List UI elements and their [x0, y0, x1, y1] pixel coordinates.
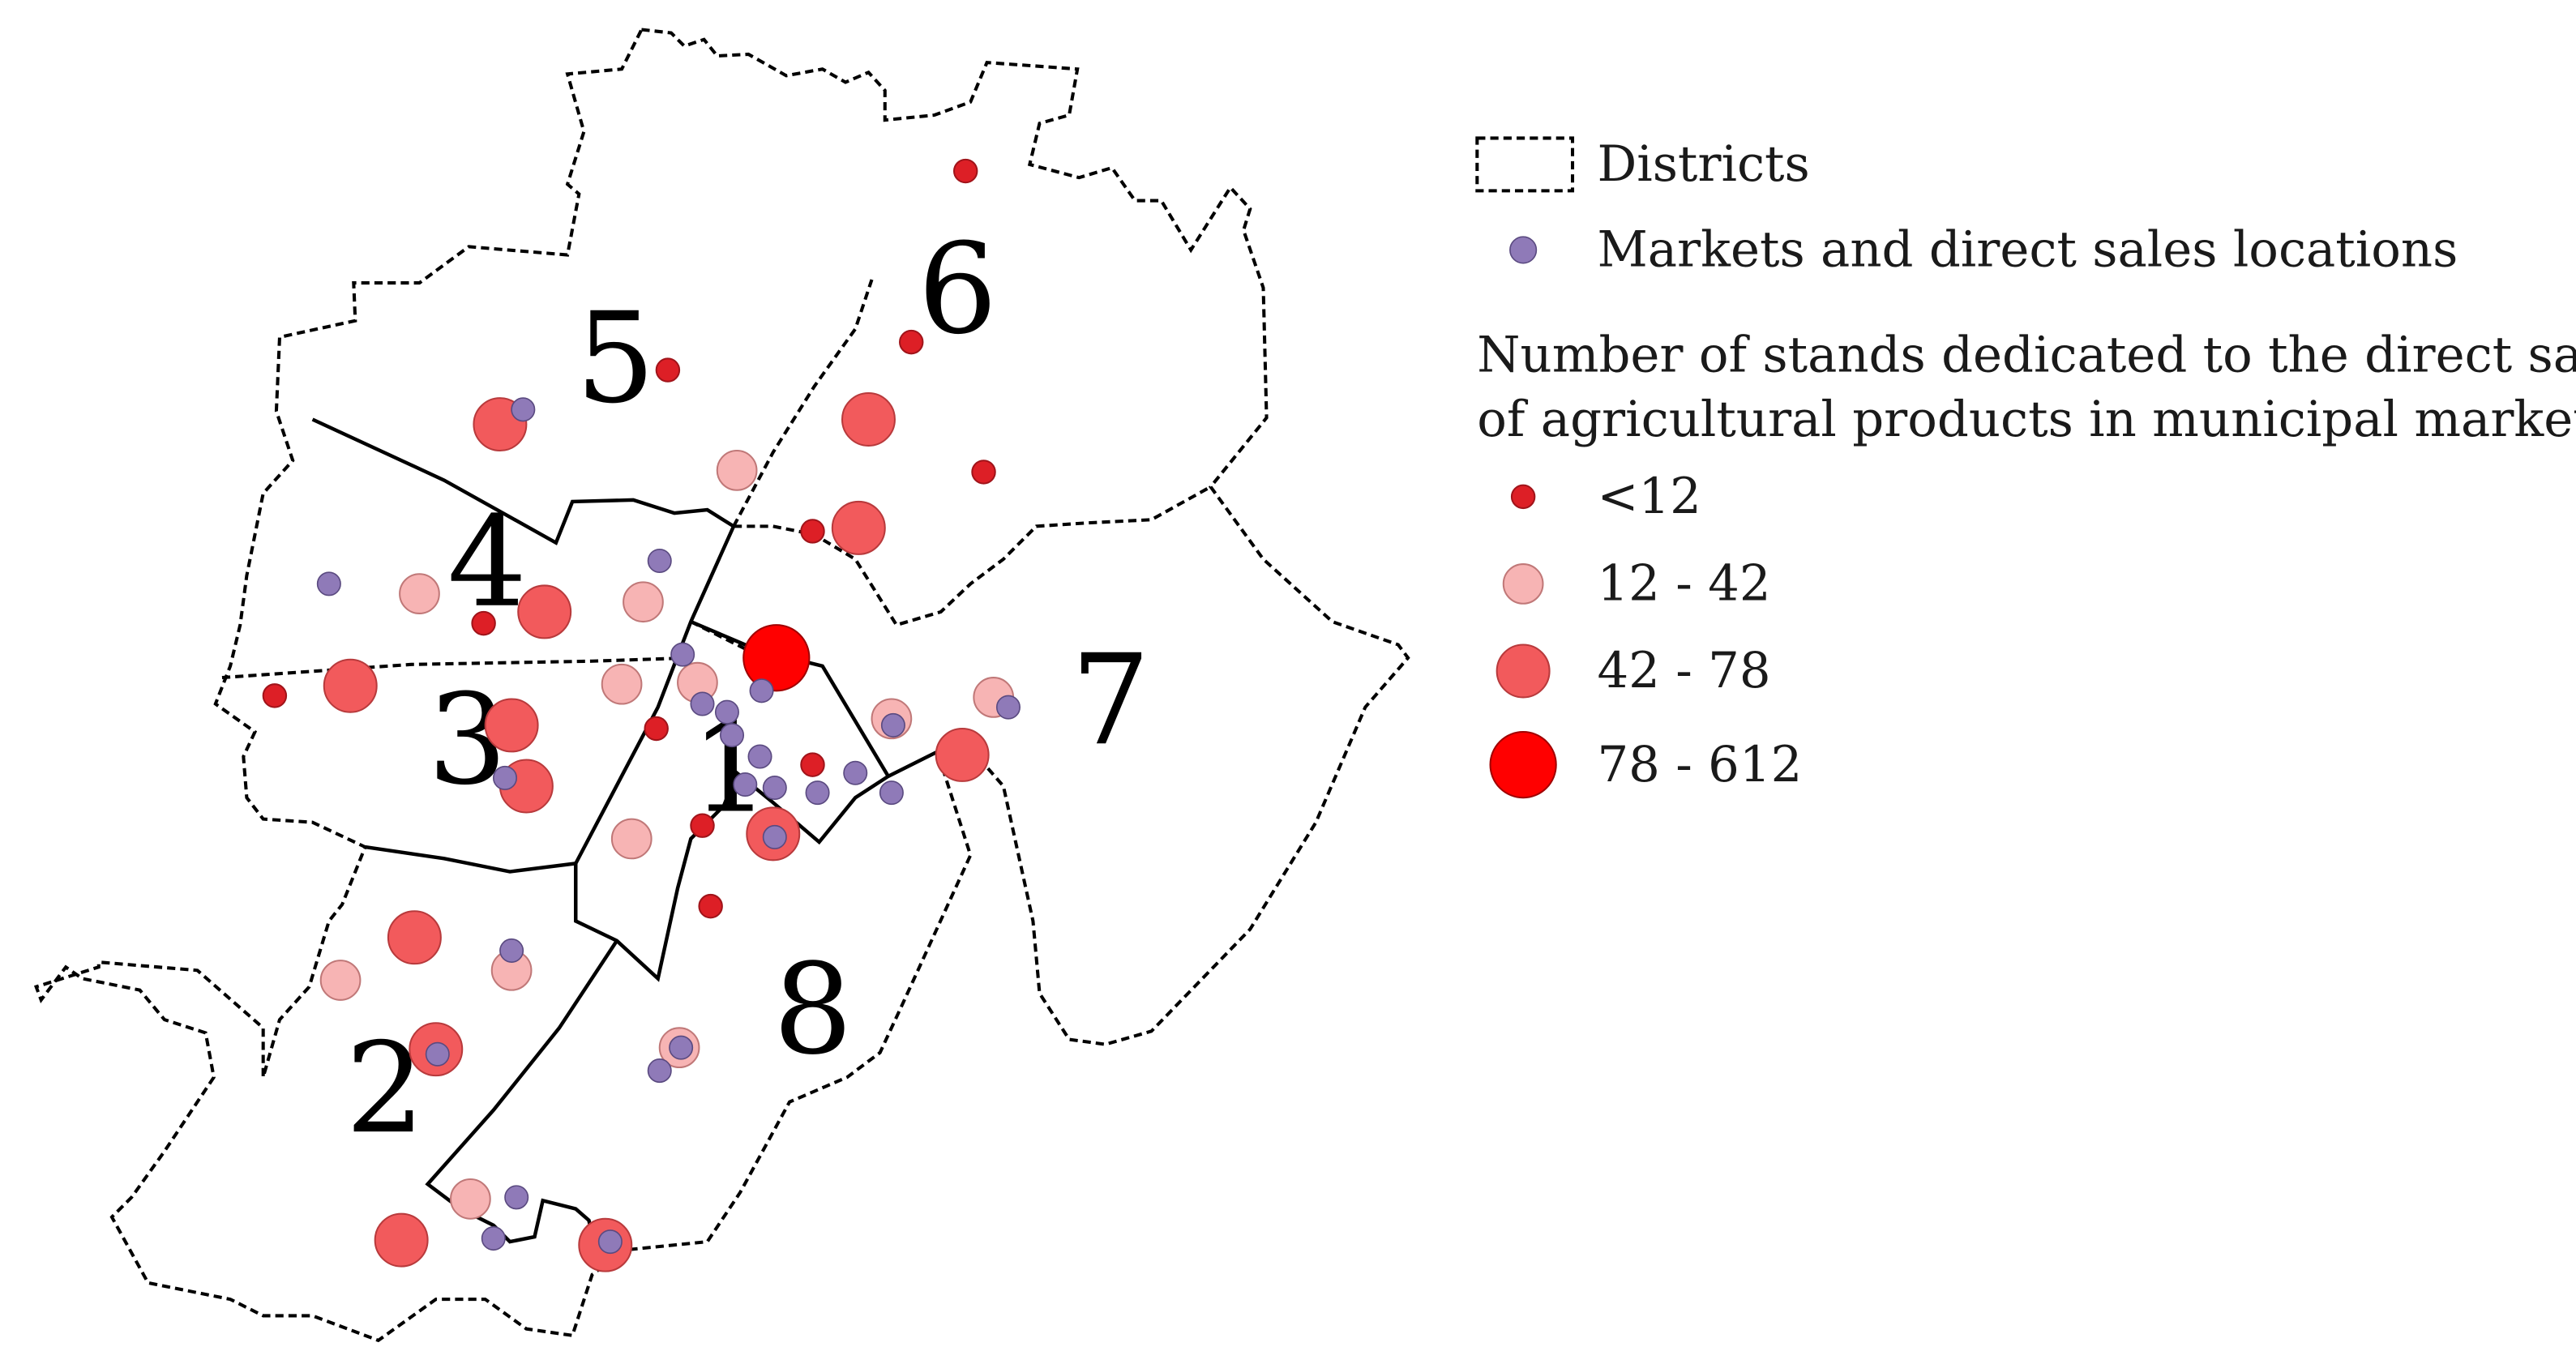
market-marker: [481, 1226, 506, 1251]
city-boundary: [33, 28, 1410, 1343]
market-marker: [880, 712, 905, 738]
market-marker: [425, 1041, 450, 1067]
stand-marker: [517, 584, 572, 639]
stand-marker: [484, 698, 539, 753]
stand-marker: [323, 658, 378, 713]
market-marker: [647, 1058, 672, 1084]
market-marker: [762, 824, 787, 849]
market-marker: [316, 571, 341, 596]
legend-markets-swatch: [1509, 236, 1538, 264]
stand-marker: [716, 450, 758, 491]
legend-class-swatch: [1489, 731, 1557, 799]
stand-marker: [841, 391, 896, 447]
legend-districts-label: Districts: [1597, 135, 1809, 193]
legend-class-swatch: [1510, 484, 1536, 510]
market-marker: [879, 780, 904, 806]
market-marker: [762, 776, 787, 801]
legend-class-label: 42 - 78: [1597, 642, 1770, 699]
market-marker: [669, 1035, 694, 1060]
stand-marker: [319, 960, 362, 1001]
legend: Districts Markets and direct sales locat…: [1475, 135, 2576, 799]
market-marker: [995, 695, 1021, 720]
market-marker: [714, 699, 739, 725]
market-marker: [733, 772, 758, 797]
market-marker: [720, 723, 745, 748]
legend-stands-title-line2: of agricultural products in municipal ma…: [1477, 391, 2576, 448]
district-label-6: 6: [918, 217, 997, 362]
stand-marker: [610, 818, 653, 860]
district-boundary: [311, 417, 735, 545]
district-boundary: [734, 485, 1212, 627]
market-marker: [647, 548, 672, 574]
stand-marker: [899, 329, 924, 355]
stand-marker: [399, 573, 440, 614]
stand-marker: [800, 519, 825, 544]
market-marker: [492, 765, 518, 790]
stand-marker: [387, 910, 442, 965]
market-marker: [670, 642, 695, 667]
stand-marker: [800, 752, 825, 777]
market-marker: [504, 1185, 529, 1210]
district-boundary: [732, 279, 874, 528]
district-label-4: 4: [447, 490, 527, 635]
market-marker: [597, 1229, 623, 1255]
legend-class-swatch: [1496, 644, 1551, 699]
market-marker: [843, 760, 868, 785]
stand-marker: [262, 683, 288, 708]
legend-districts-swatch: [1475, 136, 1575, 193]
district-label-8: 8: [773, 938, 853, 1083]
district-boundary: [690, 620, 790, 660]
market-marker: [749, 678, 774, 703]
legend-markets-label: Markets and direct sales locations: [1597, 221, 2458, 279]
district-label-5: 5: [576, 286, 655, 431]
market-marker: [805, 780, 830, 806]
legend-class-label: <12: [1597, 468, 1701, 525]
stand-marker: [623, 581, 664, 623]
district-boundary: [221, 656, 691, 680]
stand-marker: [971, 460, 996, 485]
stand-marker: [450, 1178, 491, 1220]
market-marker: [499, 938, 524, 963]
stand-marker: [655, 357, 681, 383]
legend-class-label: 78 - 612: [1597, 736, 1802, 793]
market-marker: [690, 691, 715, 716]
district-boundary: [365, 844, 576, 874]
stand-marker: [471, 610, 496, 636]
stand-marker: [742, 624, 811, 692]
stand-marker: [935, 727, 990, 782]
market-marker: [747, 744, 772, 769]
legend-class-swatch: [1502, 563, 1544, 605]
market-markers: [316, 397, 1021, 1255]
district-label-7: 7: [1071, 628, 1150, 773]
stand-marker: [601, 663, 643, 705]
stand-marker: [644, 716, 669, 742]
stand-marker: [831, 500, 886, 555]
stand-marker: [690, 813, 715, 838]
stand-marker: [952, 158, 978, 184]
legend-stands-title-line1: Number of stands dedicated to the direct…: [1477, 327, 2576, 384]
legend-class-label: 12 - 42: [1597, 555, 1770, 613]
market-marker: [511, 397, 536, 422]
stand-marker: [374, 1212, 429, 1268]
stand-marker: [698, 893, 723, 919]
